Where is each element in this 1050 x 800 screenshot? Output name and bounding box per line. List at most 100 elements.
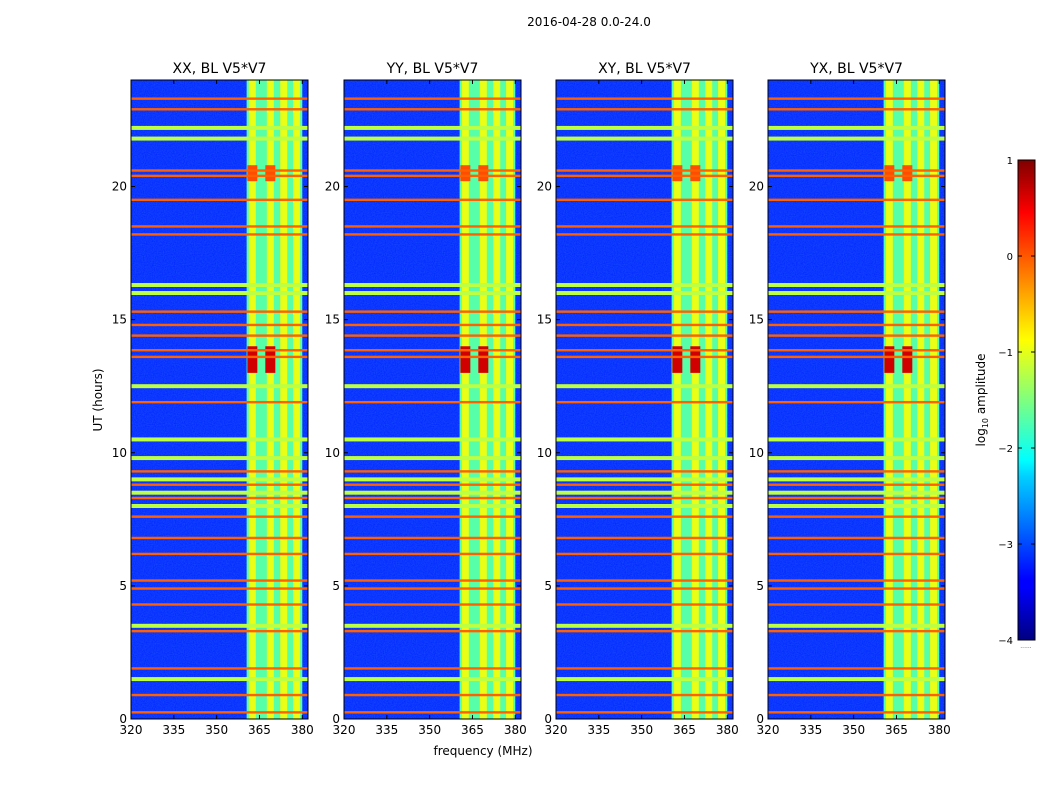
strong-patch bbox=[672, 165, 683, 182]
x-tick-label: 365 bbox=[885, 723, 908, 737]
rfi-time-row bbox=[344, 477, 521, 482]
strong-patch bbox=[460, 346, 471, 373]
rfi-time-row bbox=[768, 323, 945, 327]
rfi-time-row bbox=[768, 136, 945, 141]
rfi-time-row bbox=[344, 629, 521, 633]
rfi-time-row bbox=[768, 125, 945, 130]
colorbar-ticks: 1 0 −1 −2 −3 −4 bbox=[998, 156, 1035, 647]
rfi-time-row bbox=[768, 97, 945, 100]
y-tick-label: 0 bbox=[756, 712, 764, 726]
rfi-time-row bbox=[768, 384, 945, 389]
x-tick-label: 335 bbox=[587, 723, 610, 737]
rfi-time-row bbox=[768, 496, 945, 500]
x-tick-label: 365 bbox=[673, 723, 696, 737]
x-tick-label: 320 bbox=[120, 723, 143, 737]
rfi-time-row bbox=[556, 483, 733, 486]
rfi-time-row bbox=[556, 579, 733, 582]
rfi-time-row bbox=[768, 198, 945, 202]
rfi-time-row bbox=[131, 623, 308, 628]
strong-patch bbox=[902, 165, 913, 182]
rfi-time-row bbox=[556, 456, 733, 461]
rfi-time-row bbox=[344, 536, 521, 540]
rfi-time-row bbox=[556, 677, 733, 682]
rfi-time-row bbox=[344, 349, 521, 352]
y-axis-label: UT (hours) bbox=[91, 368, 105, 431]
rfi-time-row bbox=[131, 629, 308, 633]
rfi-time-row bbox=[556, 355, 733, 359]
strong-patch bbox=[672, 346, 683, 373]
rfi-time-row bbox=[556, 310, 733, 313]
rfi-time-row bbox=[344, 97, 521, 100]
rfi-time-row bbox=[556, 97, 733, 100]
rfi-time-row bbox=[131, 587, 308, 590]
rfi-time-row bbox=[768, 603, 945, 606]
colorbar-label-suffix: amplitude bbox=[974, 354, 988, 418]
rfi-time-row bbox=[556, 400, 733, 404]
rfi-time-row bbox=[768, 470, 945, 473]
rfi-time-row bbox=[768, 456, 945, 461]
strong-patch bbox=[478, 165, 489, 182]
rfi-time-row bbox=[768, 169, 945, 172]
rfi-time-row bbox=[344, 483, 521, 486]
y-tick-label: 15 bbox=[112, 313, 127, 327]
rfi-time-row bbox=[344, 291, 521, 295]
x-tick-label: 365 bbox=[248, 723, 271, 737]
rfi-time-row bbox=[556, 225, 733, 228]
rfi-time-row bbox=[768, 310, 945, 313]
strong-patch bbox=[265, 346, 276, 373]
y-tick-label: 20 bbox=[325, 180, 340, 194]
rfi-time-row bbox=[768, 477, 945, 482]
rfi-time-row bbox=[344, 437, 521, 442]
rfi-time-row bbox=[344, 169, 521, 172]
y-tick-label: 0 bbox=[332, 712, 340, 726]
rfi-time-row bbox=[344, 623, 521, 628]
rfi-time-row bbox=[556, 174, 733, 178]
rfi-time-row bbox=[556, 490, 733, 495]
rfi-time-row bbox=[344, 504, 521, 508]
rfi-time-row bbox=[556, 536, 733, 540]
colorbar-gradient bbox=[1017, 159, 1036, 641]
rfi-time-row bbox=[556, 667, 733, 670]
rfi-channel bbox=[930, 80, 938, 719]
x-tick-label: 350 bbox=[205, 723, 228, 737]
rfi-time-row bbox=[131, 198, 308, 202]
rfi-time-row bbox=[131, 310, 308, 313]
rfi-time-row bbox=[131, 136, 308, 141]
rfi-channel bbox=[293, 80, 301, 719]
rfi-time-row bbox=[768, 579, 945, 582]
rfi-time-row bbox=[344, 490, 521, 495]
y-tick-label: 15 bbox=[537, 313, 552, 327]
rfi-time-row bbox=[344, 225, 521, 228]
rfi-time-row bbox=[344, 579, 521, 582]
rfi-time-row bbox=[768, 291, 945, 295]
rfi-band bbox=[883, 80, 940, 719]
rfi-time-row bbox=[131, 667, 308, 670]
rfi-time-row bbox=[556, 198, 733, 202]
rfi-channel bbox=[917, 80, 925, 719]
rfi-time-row bbox=[131, 552, 308, 556]
rfi-time-row bbox=[344, 603, 521, 606]
rfi-time-row bbox=[344, 310, 521, 313]
y-tick-label: 15 bbox=[749, 313, 764, 327]
rfi-time-row bbox=[768, 504, 945, 508]
x-tick-label: 350 bbox=[418, 723, 441, 737]
x-axis-label: frequency (MHz) bbox=[433, 744, 532, 758]
rfi-time-row bbox=[768, 711, 945, 714]
y-tick-label: 10 bbox=[537, 446, 552, 460]
rfi-time-row bbox=[131, 174, 308, 178]
rfi-time-row bbox=[131, 490, 308, 495]
rfi-time-row bbox=[131, 384, 308, 389]
colorbar-tick-label: 1 bbox=[1007, 156, 1013, 167]
rfi-band bbox=[459, 80, 516, 719]
rfi-time-row bbox=[344, 136, 521, 141]
rfi-time-row bbox=[556, 470, 733, 473]
rfi-time-row bbox=[344, 711, 521, 714]
rfi-time-row bbox=[768, 437, 945, 442]
x-tick-label: 350 bbox=[842, 723, 865, 737]
rfi-time-row bbox=[768, 693, 945, 697]
x-tick-label: 320 bbox=[545, 723, 568, 737]
strong-patch bbox=[265, 165, 276, 182]
colorbar-tick-label: 0 bbox=[1007, 252, 1013, 263]
rfi-time-row bbox=[131, 125, 308, 130]
y-tick-label: 10 bbox=[112, 446, 127, 460]
